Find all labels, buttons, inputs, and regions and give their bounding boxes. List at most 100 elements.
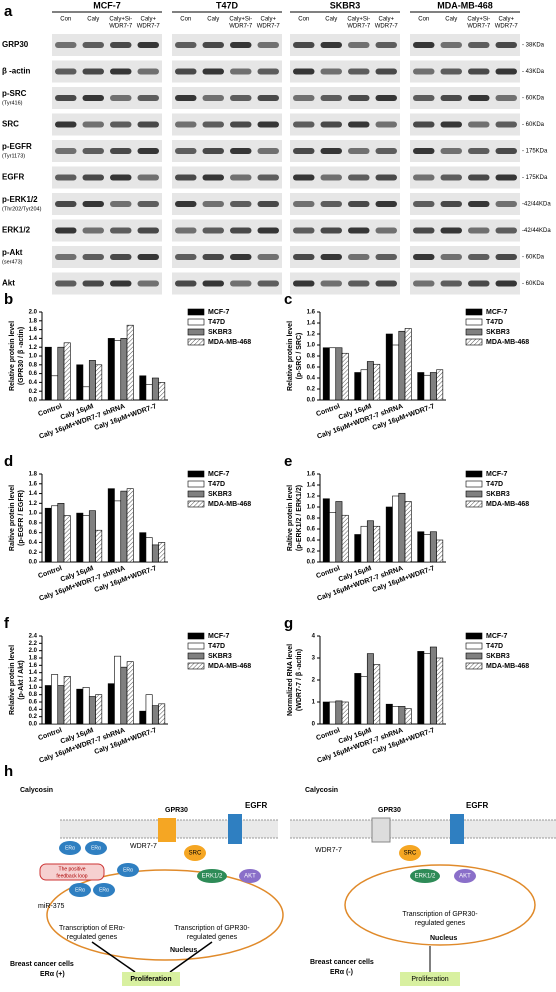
- bar: [120, 490, 128, 563]
- blot-band: [257, 42, 279, 48]
- blot-strip: [290, 87, 400, 109]
- era-protein: [93, 883, 115, 897]
- blot-band: [293, 280, 315, 287]
- bar: [354, 372, 362, 401]
- blot-band: [468, 121, 490, 128]
- blot-band: [495, 68, 517, 75]
- y-tick-label: 1.2: [29, 501, 38, 507]
- blot-band: [348, 148, 370, 154]
- y-tick-label: 0.2: [307, 549, 316, 555]
- bar: [151, 377, 159, 401]
- legend-swatch: [465, 328, 483, 336]
- legend-label: MDA-MB-468: [486, 663, 529, 670]
- bar: [385, 333, 393, 401]
- weight-label: - 38KDa: [522, 43, 545, 49]
- y-tick-label: 0.2: [29, 714, 38, 720]
- bar: [63, 515, 71, 563]
- y-tick-label: 0: [312, 722, 316, 728]
- bar: [335, 347, 343, 401]
- cell-line-label: MCF-7: [93, 0, 121, 10]
- blot-band: [440, 95, 462, 101]
- y-tick-label: 2.0: [29, 310, 38, 316]
- blot-band: [55, 42, 77, 48]
- blot-band: [495, 201, 517, 207]
- y-tick-label: 1.0: [29, 685, 38, 691]
- blot-strip: [172, 87, 282, 109]
- blot-band: [55, 280, 77, 287]
- legend-label: MDA-MB-468: [486, 339, 529, 346]
- legend-swatch: [465, 470, 483, 478]
- bar: [63, 676, 71, 725]
- bar: [404, 328, 412, 401]
- y-tick-label: 0.6: [307, 365, 316, 371]
- bar: [44, 685, 52, 725]
- bar: [151, 544, 159, 563]
- bar: [57, 346, 65, 401]
- y-axis-label: (p-Akt / Akt): [18, 660, 25, 699]
- bar: [139, 532, 147, 563]
- blot-band: [110, 174, 132, 181]
- legend-label: T47D: [208, 481, 225, 488]
- weight-label: - 60KDa: [522, 255, 545, 261]
- blot-band: [293, 201, 315, 207]
- protein-label: p-Akt: [2, 248, 23, 257]
- protein-label: Akt: [2, 279, 15, 288]
- blot-strip: [290, 219, 400, 242]
- blot-band: [230, 68, 252, 75]
- blot-band: [230, 227, 252, 234]
- y-tick-label: 0.0: [307, 560, 316, 566]
- y-tick-label: 1.2: [307, 332, 316, 338]
- legend-label: T47D: [486, 319, 503, 326]
- bar: [322, 701, 330, 725]
- blot-band: [468, 42, 490, 48]
- y-tick-label: 1.0: [29, 354, 38, 360]
- blot-band: [55, 227, 77, 234]
- erk-node: [197, 869, 227, 883]
- legend-label: SKBR3: [486, 491, 510, 498]
- lane-label: WDR7-7: [257, 24, 281, 30]
- bar: [145, 694, 153, 725]
- bar: [404, 708, 412, 725]
- legend-swatch: [465, 500, 483, 508]
- blot-strip: [52, 113, 162, 136]
- era-label: ERα: [75, 887, 85, 893]
- lane-label: Con: [418, 17, 429, 23]
- legend-label: MCF-7: [208, 309, 229, 316]
- bar: [322, 347, 330, 401]
- blot-band: [468, 201, 490, 207]
- blot-band: [230, 254, 252, 260]
- blot-band: [175, 280, 197, 287]
- src-node: [184, 845, 206, 861]
- bar: [329, 512, 337, 563]
- blot-strip: [172, 34, 282, 56]
- panel-label: h: [4, 763, 13, 780]
- legend-swatch: [187, 662, 205, 670]
- blot-band: [375, 227, 397, 234]
- y-tick-label: 1.0: [307, 505, 316, 511]
- diagram: ERα ERα ERα ERα ERα The positive feedbac…: [10, 787, 556, 986]
- weight-label: -42/44KDa: [522, 228, 551, 234]
- blot-band: [175, 201, 197, 207]
- legend-label: SKBR3: [208, 329, 232, 336]
- panel-label: b: [4, 291, 13, 308]
- blot-strip: [52, 193, 162, 215]
- nucleus: [46, 869, 284, 961]
- blot-band: [320, 227, 342, 234]
- blot-band: [293, 148, 315, 154]
- blot-strip: [52, 87, 162, 109]
- blot-band: [320, 148, 342, 154]
- legend-label: MCF-7: [208, 633, 229, 640]
- y-axis-label: Raltive protein level: [9, 485, 16, 551]
- y-axis-label: (WDR7-7 / β -actin): [296, 649, 303, 711]
- lane-label: WDR7-7: [495, 24, 519, 30]
- weight-label: - 43KDa: [522, 69, 545, 75]
- blot-band: [348, 68, 370, 75]
- blot-band: [293, 95, 315, 101]
- bar: [417, 651, 425, 725]
- blot-band: [137, 280, 159, 287]
- legend-label: MCF-7: [486, 471, 507, 478]
- mir-label: miR-375: [38, 903, 65, 910]
- blot-band: [55, 121, 77, 128]
- y-tick-label: 0.0: [29, 722, 38, 728]
- blot-band: [137, 227, 159, 234]
